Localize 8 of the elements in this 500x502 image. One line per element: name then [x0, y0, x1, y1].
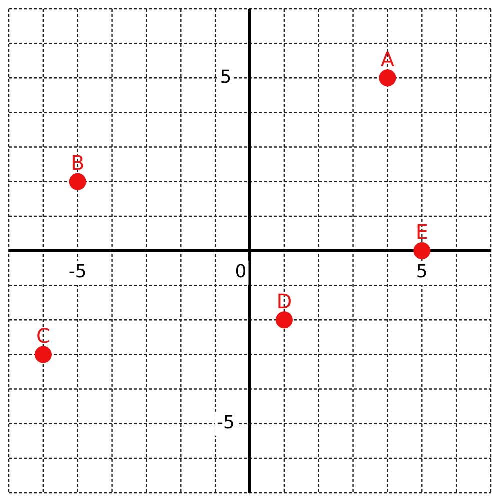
x-tick-label: -5 [68, 262, 87, 283]
annotation: B [70, 151, 85, 176]
x-tick-label: 5 [416, 262, 428, 283]
annotation: E [416, 220, 428, 244]
annotation: C [36, 324, 50, 348]
annotation: D [276, 289, 292, 314]
x-tick-label: 0 [235, 262, 247, 283]
annotation: A [380, 47, 395, 72]
